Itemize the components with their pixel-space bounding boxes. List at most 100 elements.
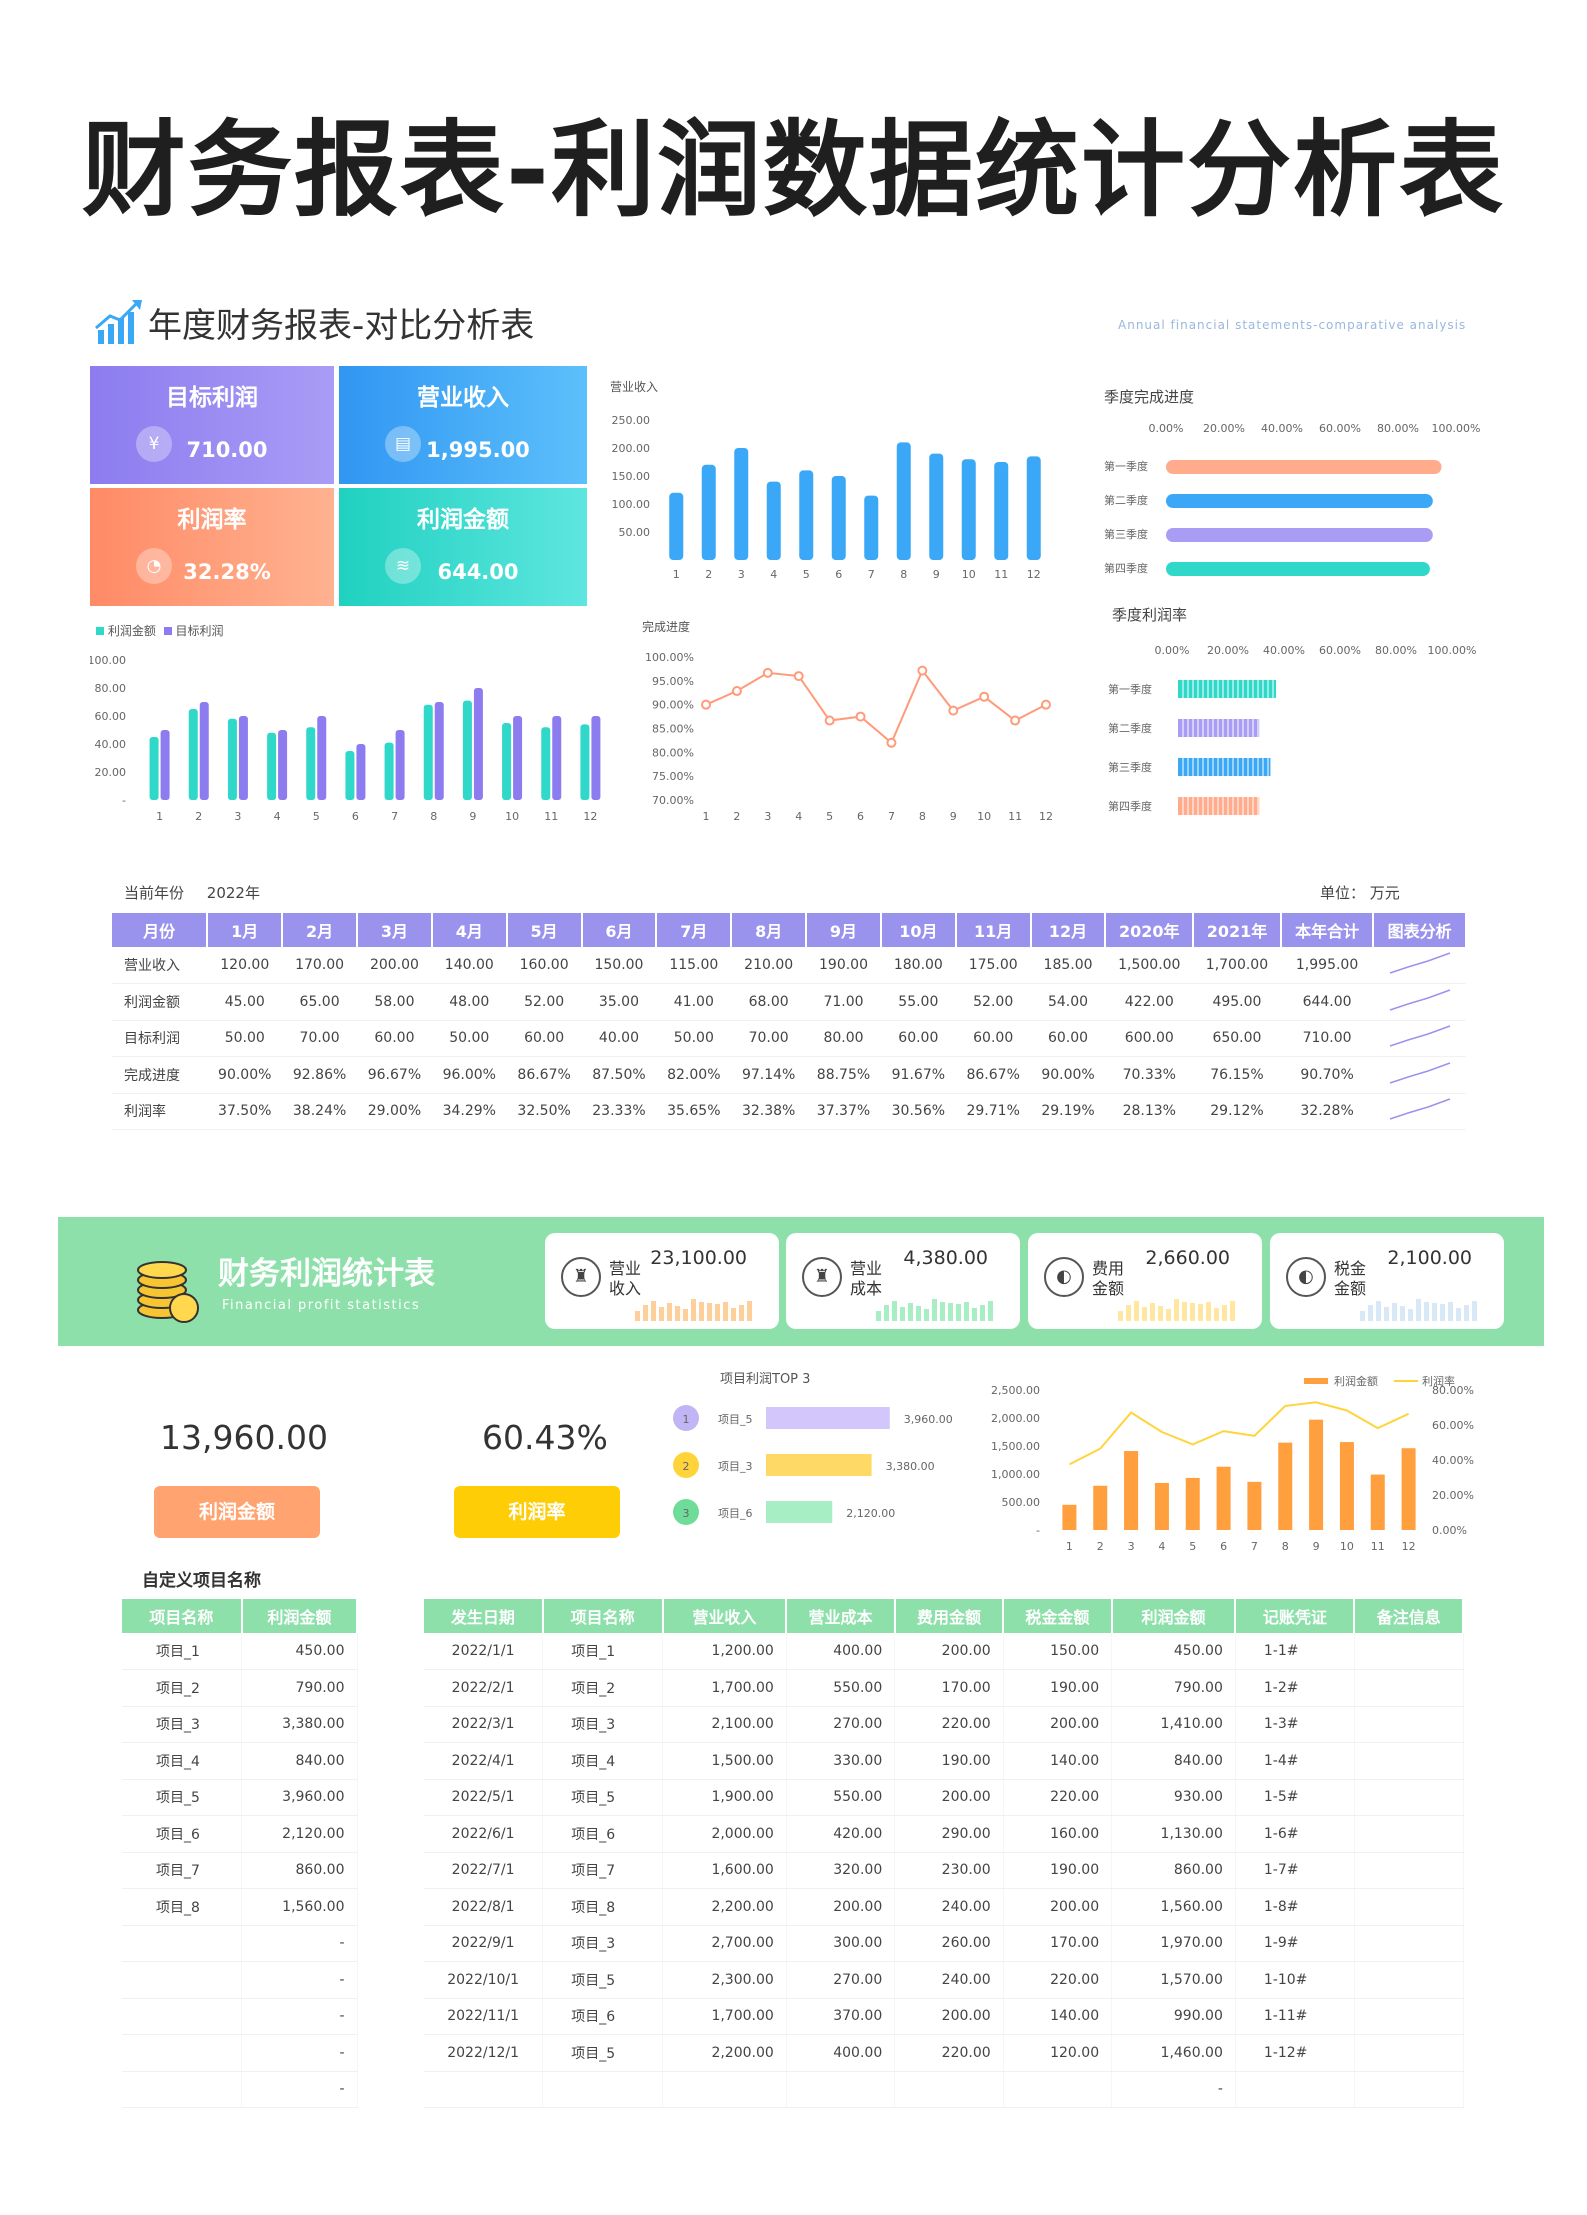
table-cell: 90.00% xyxy=(207,1056,283,1094)
bar-target xyxy=(356,744,366,800)
sparkline-cell xyxy=(1373,983,1466,1021)
table-cell: 项目_1 xyxy=(542,1633,664,1670)
table-cell: 2022/3/1 xyxy=(424,1706,544,1743)
kpi-label: 利润金额 xyxy=(417,507,509,533)
table-cell: 2,100.00 xyxy=(662,1706,787,1743)
x-tick-label: 7 xyxy=(1251,1540,1258,1553)
bar xyxy=(1401,1448,1416,1530)
x-tick-label: 2 xyxy=(705,568,712,581)
spark-bar xyxy=(1158,1306,1163,1321)
table-cell: 37.37% xyxy=(806,1093,881,1130)
y-tick-label: 75.00% xyxy=(652,770,694,783)
x-tick-label: 60.00% xyxy=(1319,644,1361,657)
y-tick-label: 2,500.00 xyxy=(991,1384,1040,1397)
x-tick-label: 4 xyxy=(274,810,281,823)
spark-bar xyxy=(1424,1302,1429,1321)
piggy-bank-icon: ♜ xyxy=(802,1257,842,1297)
category-label: 项目_6 xyxy=(718,1507,753,1520)
table-header-cell: 利润金额 xyxy=(1111,1599,1237,1633)
spark-bar xyxy=(651,1301,656,1321)
card-sparkbars xyxy=(1118,1299,1235,1321)
table-row: 利润金额 45.00 65.00 58.00 48.00 52.00 35.00 41.00 6… xyxy=(112,983,1466,1021)
table-cell: 860.00 xyxy=(1111,1852,1236,1889)
table-cell: 项目_7 xyxy=(122,1852,243,1889)
x-tick-label: 9 xyxy=(1313,1540,1320,1553)
x-tick-label: 8 xyxy=(430,810,437,823)
table-cell: 200.00 xyxy=(786,1888,896,1926)
table-cell: 32.28% xyxy=(1280,1093,1374,1130)
kpi-label: 利润率 xyxy=(177,507,247,533)
piggy-bank-icon: ♜ xyxy=(561,1257,601,1297)
table-header-cell: 利润金额 xyxy=(241,1599,359,1633)
table-cell: 1,600.00 xyxy=(662,1852,787,1889)
table-header-cell: 7月 xyxy=(656,913,733,947)
category-label: 第一季度 xyxy=(1108,682,1152,696)
table-header-cell: 月份 xyxy=(112,913,209,947)
y2-tick-label: 40.00% xyxy=(1432,1454,1474,1467)
category-label: 第一季度 xyxy=(1104,459,1148,473)
table-header-cell: 2020年 xyxy=(1105,913,1195,947)
sparkline xyxy=(1389,952,1450,974)
spark-bar xyxy=(1166,1309,1171,1321)
table-header-cell: 营业成本 xyxy=(786,1599,896,1633)
table-cell: 200.00 xyxy=(1003,1888,1113,1926)
table-cell: 450.00 xyxy=(1111,1633,1236,1670)
table-row: 项目_1 450.00 xyxy=(122,1633,358,1670)
spark-bar xyxy=(1472,1301,1477,1321)
bar-profit xyxy=(541,727,551,800)
spark-bar xyxy=(1230,1301,1235,1321)
x-tick-label: 5 xyxy=(313,810,320,823)
y-tick-label: 60.00 xyxy=(95,710,127,723)
point xyxy=(701,699,711,710)
table-cell xyxy=(122,1961,243,1999)
table-row: 目标利润 50.00 70.00 60.00 50.00 60.00 40.00 50.00 7… xyxy=(112,1020,1466,1057)
spark-bar xyxy=(1464,1305,1469,1321)
table-cell: 1,500.00 xyxy=(662,1742,787,1780)
table-cell xyxy=(122,2034,243,2072)
table-cell: 450.00 xyxy=(241,1633,358,1670)
table-cell: 1,560.00 xyxy=(1111,1888,1236,1926)
revenue-chart-title: 营业收入 xyxy=(610,380,659,394)
summary-card: ◐ 税金金额 2,100.00 xyxy=(1270,1233,1504,1329)
x-tick-label: 3 xyxy=(234,810,241,823)
y-tick-label: 150.00 xyxy=(612,470,651,483)
table-cell xyxy=(662,2071,787,2108)
table-cell: 项目_3 xyxy=(542,1925,664,1962)
x-tick-label: 9 xyxy=(933,568,940,581)
table-cell: 220.00 xyxy=(894,2034,1004,2072)
x-tick-label: 10 xyxy=(962,568,976,581)
table-cell: 41.00 xyxy=(656,983,732,1021)
table-cell: 230.00 xyxy=(894,1852,1004,1889)
table-cell: 220.00 xyxy=(1003,1779,1113,1816)
table-cell: 240.00 xyxy=(894,1961,1004,1999)
legend-swatch xyxy=(1304,1378,1328,1384)
table-cell: 1,460.00 xyxy=(1111,2034,1236,2072)
table-cell: 1-11# xyxy=(1235,1998,1355,2035)
table-header-cell: 9月 xyxy=(806,913,882,947)
spark-bar xyxy=(659,1307,664,1321)
bar-profit xyxy=(423,704,433,800)
x-tick-label: 8 xyxy=(919,810,926,823)
bar xyxy=(669,492,684,560)
transaction-table: 发生日期 项目名称 营业收入 营业成本 费用金额 税金金额 利润金额 记账凭证 备注信息 202… xyxy=(424,1599,1464,2108)
card-label: 营业收入 xyxy=(609,1259,642,1298)
x-tick-label: 3 xyxy=(738,568,745,581)
spark-bar xyxy=(675,1306,680,1321)
table-cell: 150.00 xyxy=(581,947,657,984)
rate-line xyxy=(1068,1401,1410,1466)
sparkline-cell xyxy=(1373,1020,1466,1057)
table-cell: 52.00 xyxy=(506,983,582,1021)
y-tick-label: 95.00% xyxy=(652,675,694,688)
bar-target xyxy=(199,702,209,800)
bar xyxy=(961,459,976,560)
point xyxy=(855,711,866,722)
table-cell: 2022/7/1 xyxy=(424,1852,544,1889)
table-cell: 60.00 xyxy=(955,1020,1031,1057)
table-cell: 860.00 xyxy=(241,1852,358,1889)
table-cell: 60.00 xyxy=(506,1020,582,1057)
table-row: 2022/10/1 项目_5 2,300.00 270.00 240.00 220.00 1… xyxy=(424,1961,1464,1999)
spark-bar xyxy=(908,1303,913,1321)
table-cell xyxy=(1354,1706,1464,1743)
table-cell: 550.00 xyxy=(786,1779,896,1816)
table-cell: 29.71% xyxy=(955,1093,1031,1130)
